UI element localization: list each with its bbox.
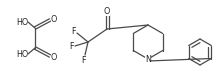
Text: F: F — [71, 26, 75, 36]
Text: O: O — [104, 6, 110, 16]
Text: HO: HO — [16, 49, 28, 59]
Text: N: N — [145, 55, 151, 63]
Text: O: O — [51, 53, 57, 62]
Text: O: O — [51, 15, 57, 23]
Text: F: F — [82, 56, 86, 64]
Text: F: F — [69, 42, 73, 50]
Text: HO: HO — [16, 18, 28, 26]
